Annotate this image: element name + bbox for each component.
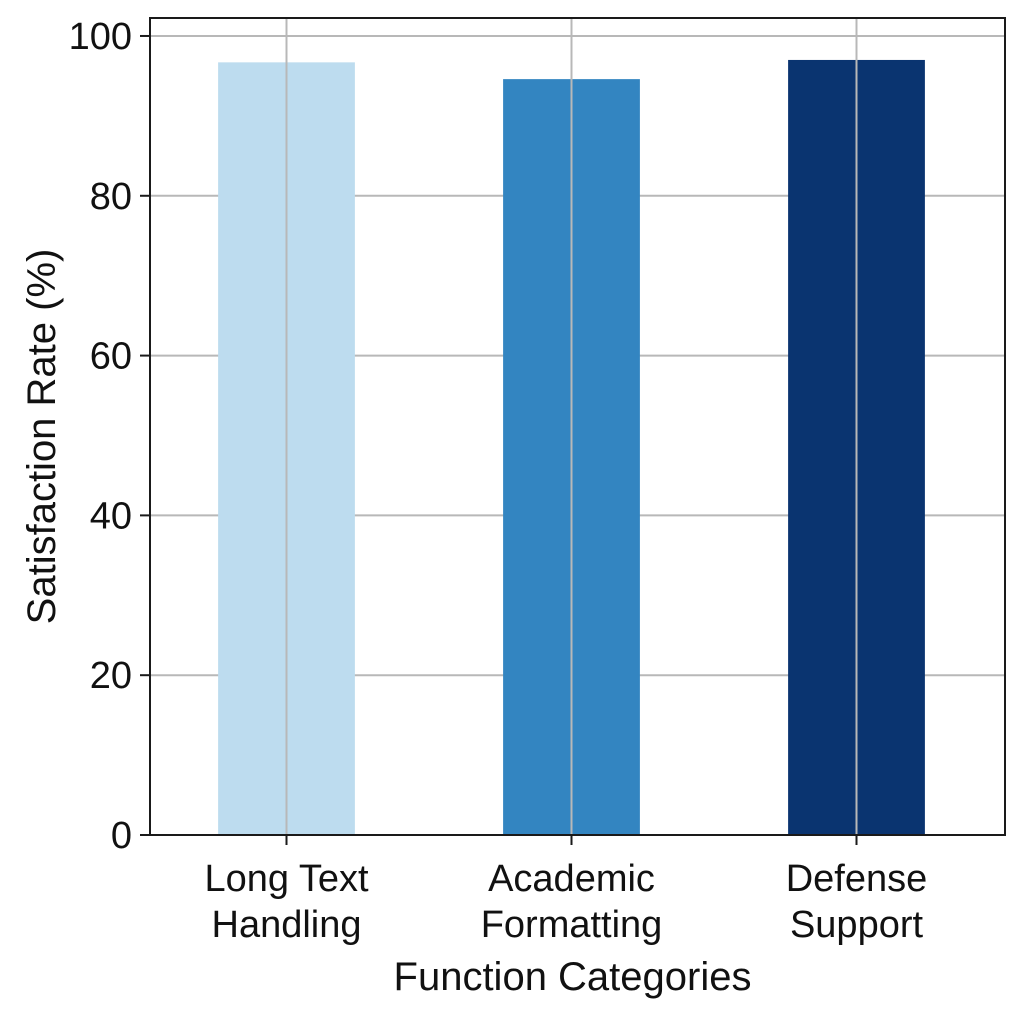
- x-tick-label: Handling: [212, 904, 362, 946]
- y-tick-label: 40: [90, 495, 132, 537]
- plot-area-frame: [149, 17, 1006, 836]
- x-tick-label: Defense: [786, 858, 928, 900]
- y-axis-ticks: 0 20 40 60 80 100: [69, 16, 150, 857]
- x-tick-label: Support: [790, 904, 924, 946]
- vertical-grid-layer: [285, 18, 858, 835]
- y-tick-label: 0: [111, 815, 132, 857]
- x-tick-label: Long Text: [204, 858, 369, 900]
- x-tick-label: Academic: [488, 858, 655, 900]
- y-tick-label: 20: [90, 655, 132, 697]
- x-tick-label: Formatting: [481, 904, 663, 946]
- y-tick-label: 100: [69, 16, 132, 58]
- y-axis-title: Satisfaction Rate (%): [20, 249, 64, 625]
- y-tick-label: 80: [90, 176, 132, 218]
- x-axis-title: Function Categories: [394, 955, 752, 999]
- y-tick-label: 60: [90, 336, 132, 378]
